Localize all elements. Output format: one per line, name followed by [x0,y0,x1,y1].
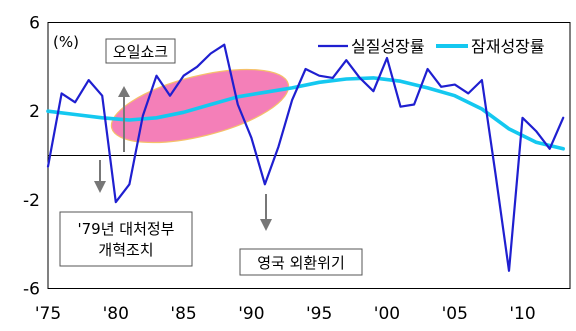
arrow-head-icon [260,219,272,231]
x-tick-label: '80 [103,304,129,324]
annotation-label: 오일쇼크 [113,43,168,61]
annotation-uk-crisis: 영국 외환위기 [239,194,363,276]
x-tick-label: '95 [306,304,332,324]
y-tick-label: -6 [23,280,40,300]
legend: 실질성장률 잠재성장률 [318,37,545,56]
x-tick-label: '75 [35,304,61,324]
annotation-label-line: 개혁조치 [98,241,153,259]
arrow-head-icon [118,86,130,97]
x-tick-label: '05 [442,304,468,324]
annotation-label-line: '79년 대처정부 [78,220,175,238]
series-line-potential-growth [46,76,566,151]
y-tick-label: -2 [23,191,40,211]
annotation-box [59,211,193,267]
y-axis: 6 2 -2 -6 [23,14,40,300]
arrow-head-icon [94,181,106,193]
annotation-box [105,38,176,64]
legend-label-actual: 실질성장률 [351,37,425,56]
x-tick-label: '00 [374,304,400,324]
annotation-oil-shock: 오일쇼크 [105,38,176,152]
x-tick-label: '10 [509,304,535,324]
annotation-box [239,248,363,276]
annotation-label: 영국 외환위기 [257,254,345,272]
y-tick-label: 2 [29,102,40,122]
x-tick-label: '90 [238,304,264,324]
unit-label: (%) [53,33,79,51]
series-line-actual-growth [46,43,565,272]
x-tick-label: '85 [170,304,196,324]
series-layer [46,43,566,272]
y-tick-label: 6 [29,14,40,34]
x-axis: '75 '80 '85 '90 '95 '00 '05 '10 [35,304,536,324]
legend-label-potential: 잠재성장률 [471,37,545,56]
